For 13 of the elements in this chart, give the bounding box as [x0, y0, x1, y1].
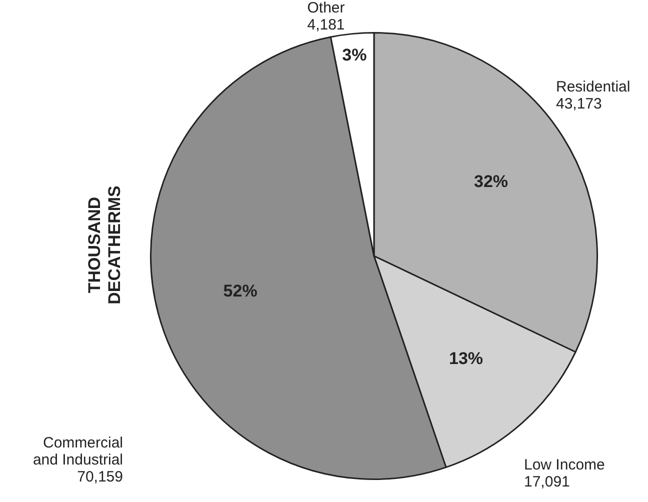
text: 52%: [223, 282, 258, 301]
slice-label: Low Income: [524, 456, 605, 474]
text: THOUSAND DECATHERMS: [85, 184, 125, 306]
slice-label: Other: [307, 0, 345, 17]
data-label: 4,181: [307, 16, 345, 34]
text: 13%: [449, 349, 484, 368]
data-label: 70,159: [77, 468, 123, 486]
text: 32%: [474, 172, 508, 191]
slice-label: Commercial and Industrial: [32, 434, 123, 469]
data-label: 17,091: [524, 474, 570, 491]
data-label: 43,173: [556, 96, 602, 113]
text: 3%: [342, 46, 367, 65]
slice-label: Residential: [556, 78, 630, 96]
